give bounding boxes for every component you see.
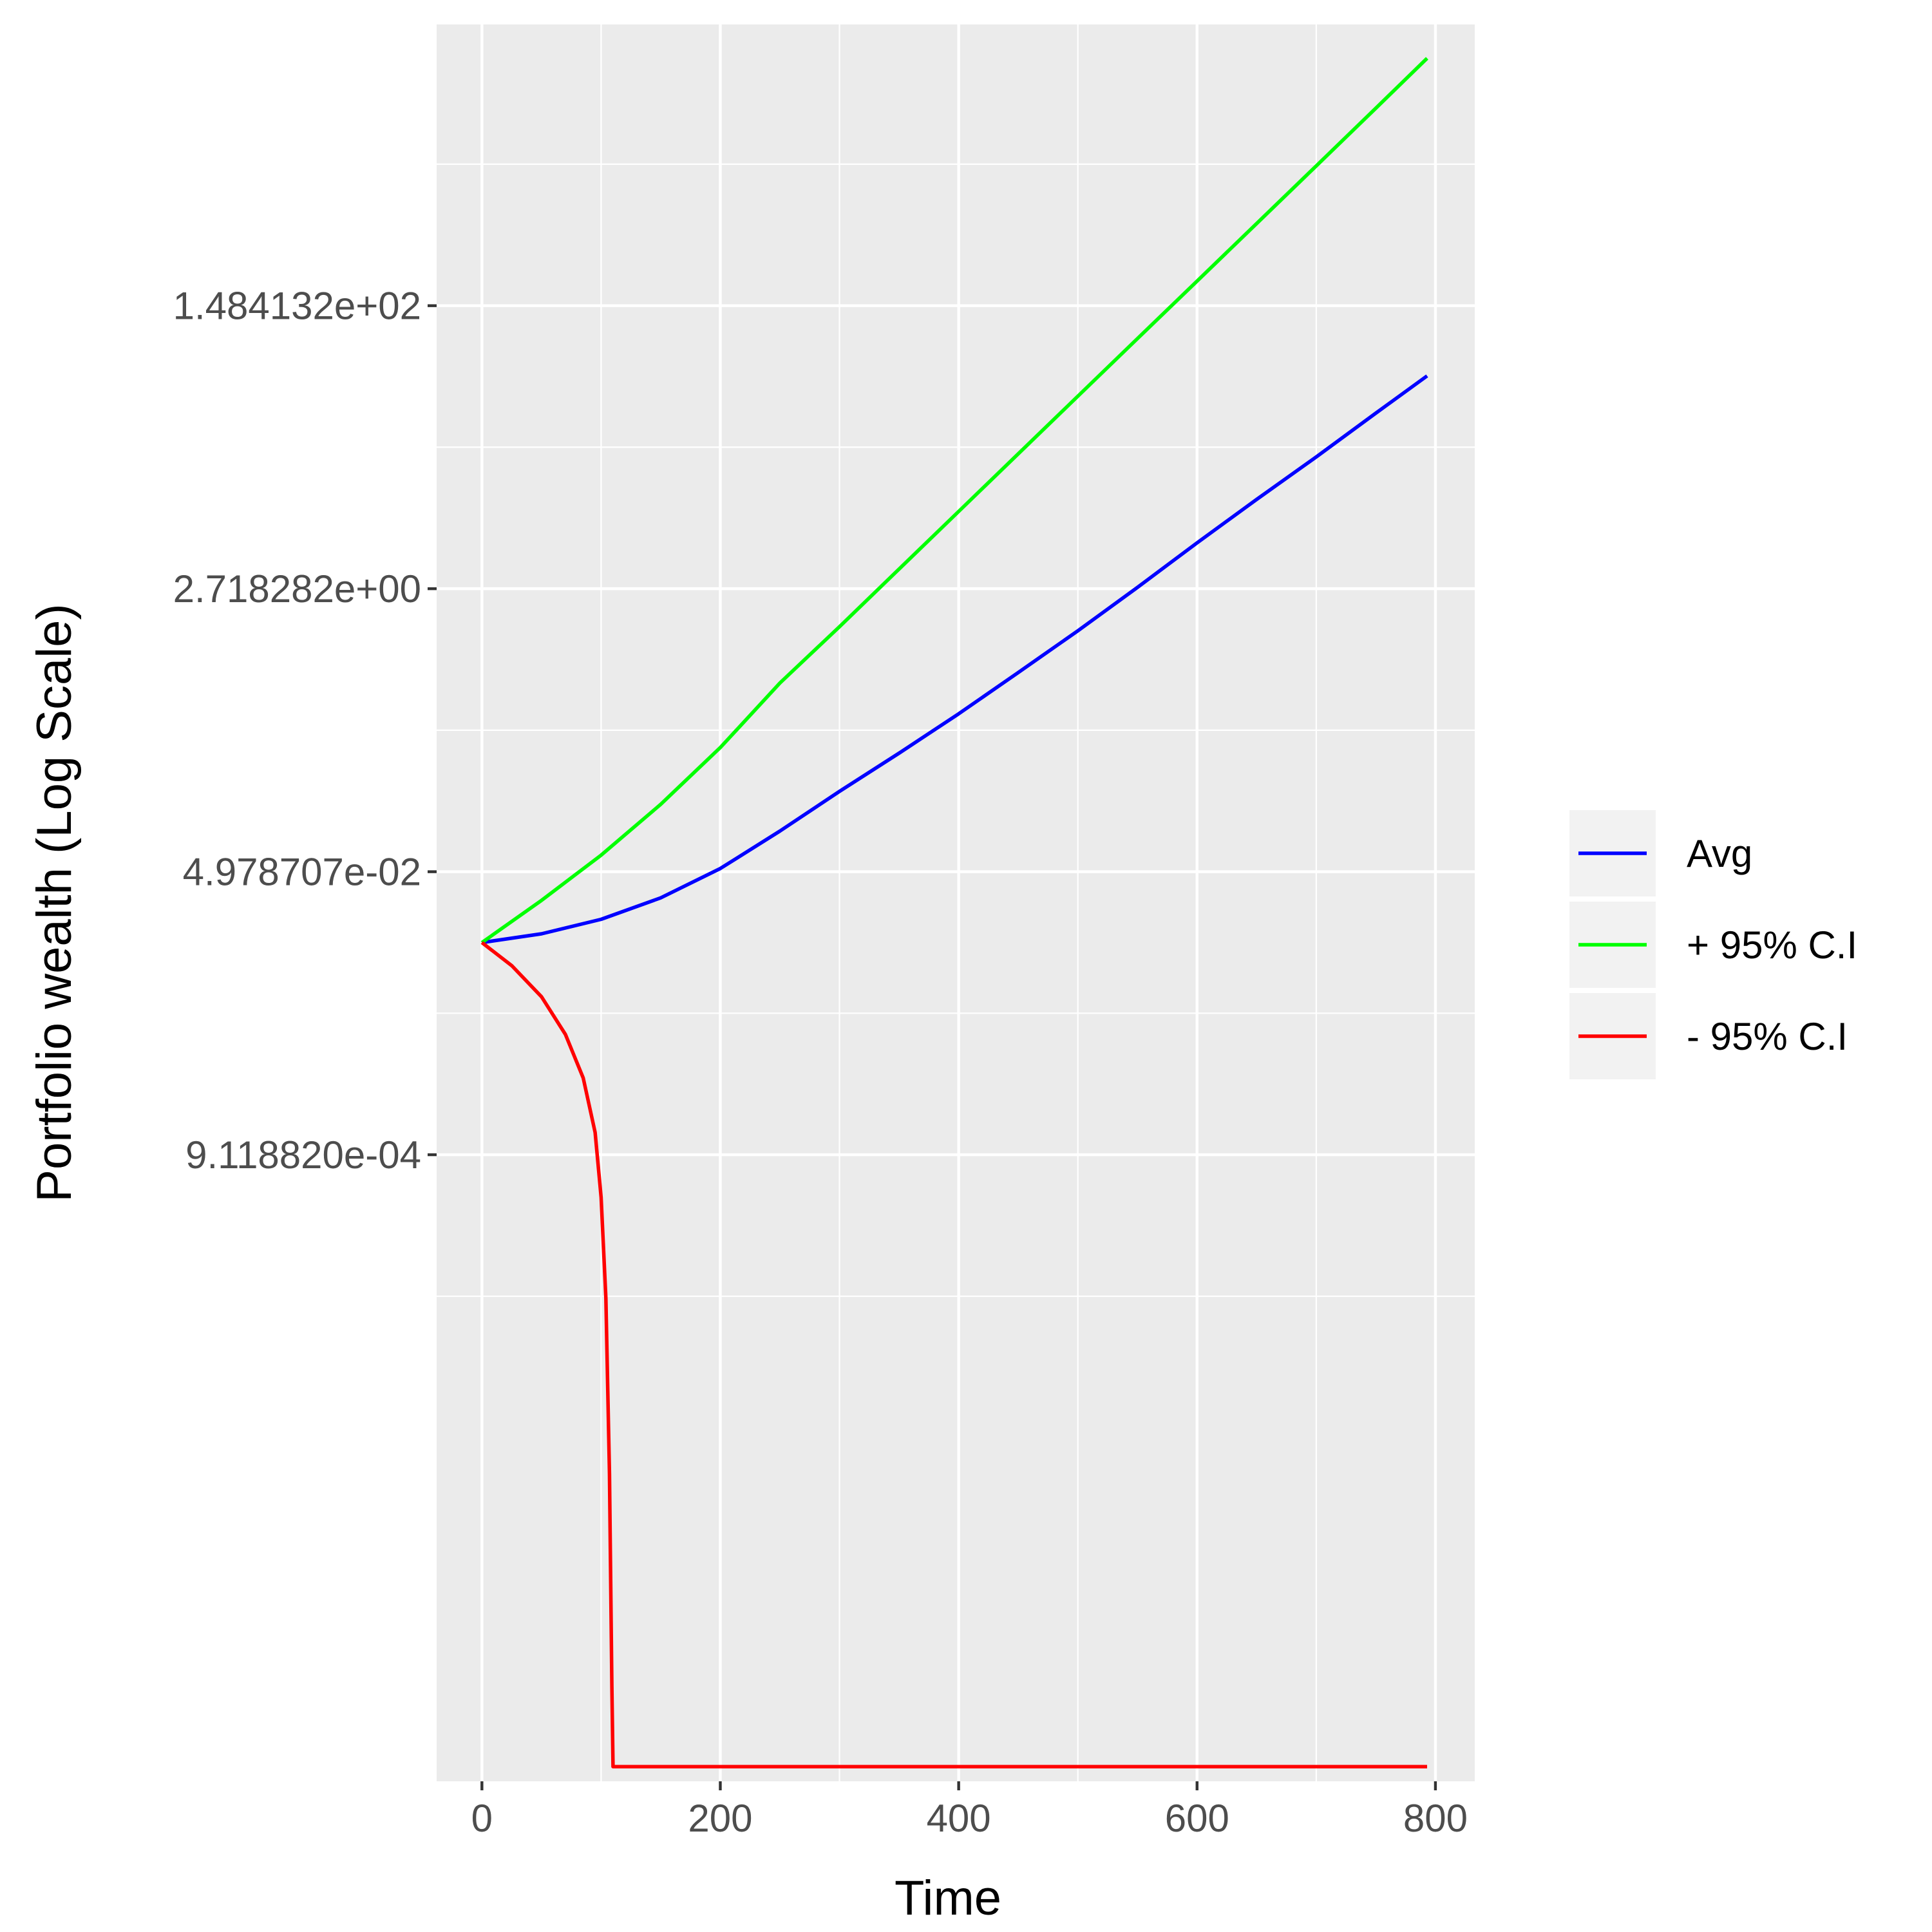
series-line-0 (481, 374, 1428, 945)
series-line-2 (480, 941, 1427, 1768)
minor-gridlines (437, 24, 1475, 1781)
x-tick-label-4: 800 (1403, 1797, 1468, 1840)
y-axis-title: Portfolio wealth (Log Scale) (27, 603, 82, 1202)
x-tick-label-1: 200 (688, 1797, 752, 1840)
legend-label-2: - 95% C.I (1687, 1015, 1848, 1058)
y-tick-label-1: 4.978707e-02 (183, 851, 421, 894)
y-tick-label-0: 9.118820e-04 (185, 1133, 421, 1177)
x-tick-label-0: 0 (471, 1797, 493, 1840)
y-tick-label-2: 2.718282e+00 (173, 567, 421, 611)
series-line-1 (480, 57, 1428, 944)
x-axis: 0 200 400 600 800 (471, 1781, 1468, 1840)
y-axis: 9.118820e-04 4.978707e-02 2.718282e+00 1.48… (173, 285, 437, 1177)
x-tick-label-2: 400 (927, 1797, 991, 1840)
legend: Avg + 95% C.I - 95% C.I (1569, 810, 1857, 1079)
panel-background (437, 24, 1475, 1781)
major-gridlines (437, 24, 1475, 1781)
y-tick-label-3: 1.484132e+02 (173, 285, 421, 328)
x-tick-label-3: 600 (1165, 1797, 1229, 1840)
series-lines (480, 57, 1428, 1768)
x-axis-title: Time (895, 1871, 1001, 1926)
legend-label-0: Avg (1687, 832, 1752, 875)
legend-label-1: + 95% C.I (1687, 923, 1857, 967)
